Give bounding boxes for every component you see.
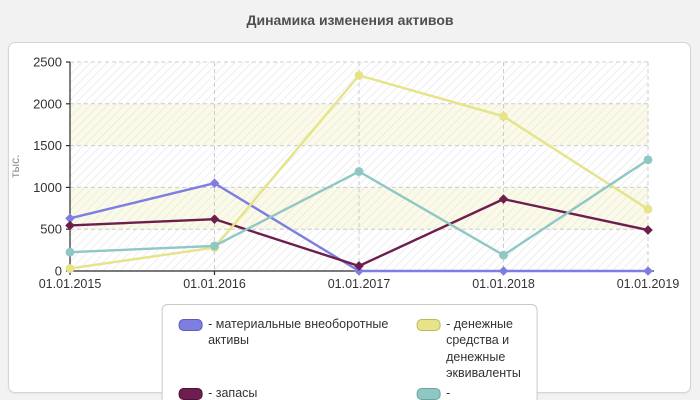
legend-swatch [416, 388, 441, 400]
legend-label: - запасы [208, 386, 258, 400]
legend-swatch [178, 388, 203, 400]
legend-item-3: - финансовые и другие оборотные активы [416, 385, 521, 400]
legend-label: - денежные средства и денежные эквивален… [446, 317, 521, 380]
legend-swatch [178, 319, 203, 331]
chart-title: Динамика изменения активов [246, 12, 454, 28]
legend: - материальные внеоборотные активы - запа… [161, 304, 538, 400]
legend-label: - материальные внеоборотные активы [208, 317, 389, 348]
chart-panel: - материальные внеоборотные активы - запа… [8, 42, 691, 400]
legend-swatch [416, 319, 441, 331]
legend-item-0: - материальные внеоборотные активы [178, 316, 410, 381]
legend-item-1: - запасы [178, 385, 410, 400]
legend-label: - финансовые и другие оборотные активы [446, 386, 451, 400]
y-axis-label: тыс. [8, 154, 22, 178]
legend-item-2: - денежные средства и денежные эквивален… [416, 316, 521, 381]
